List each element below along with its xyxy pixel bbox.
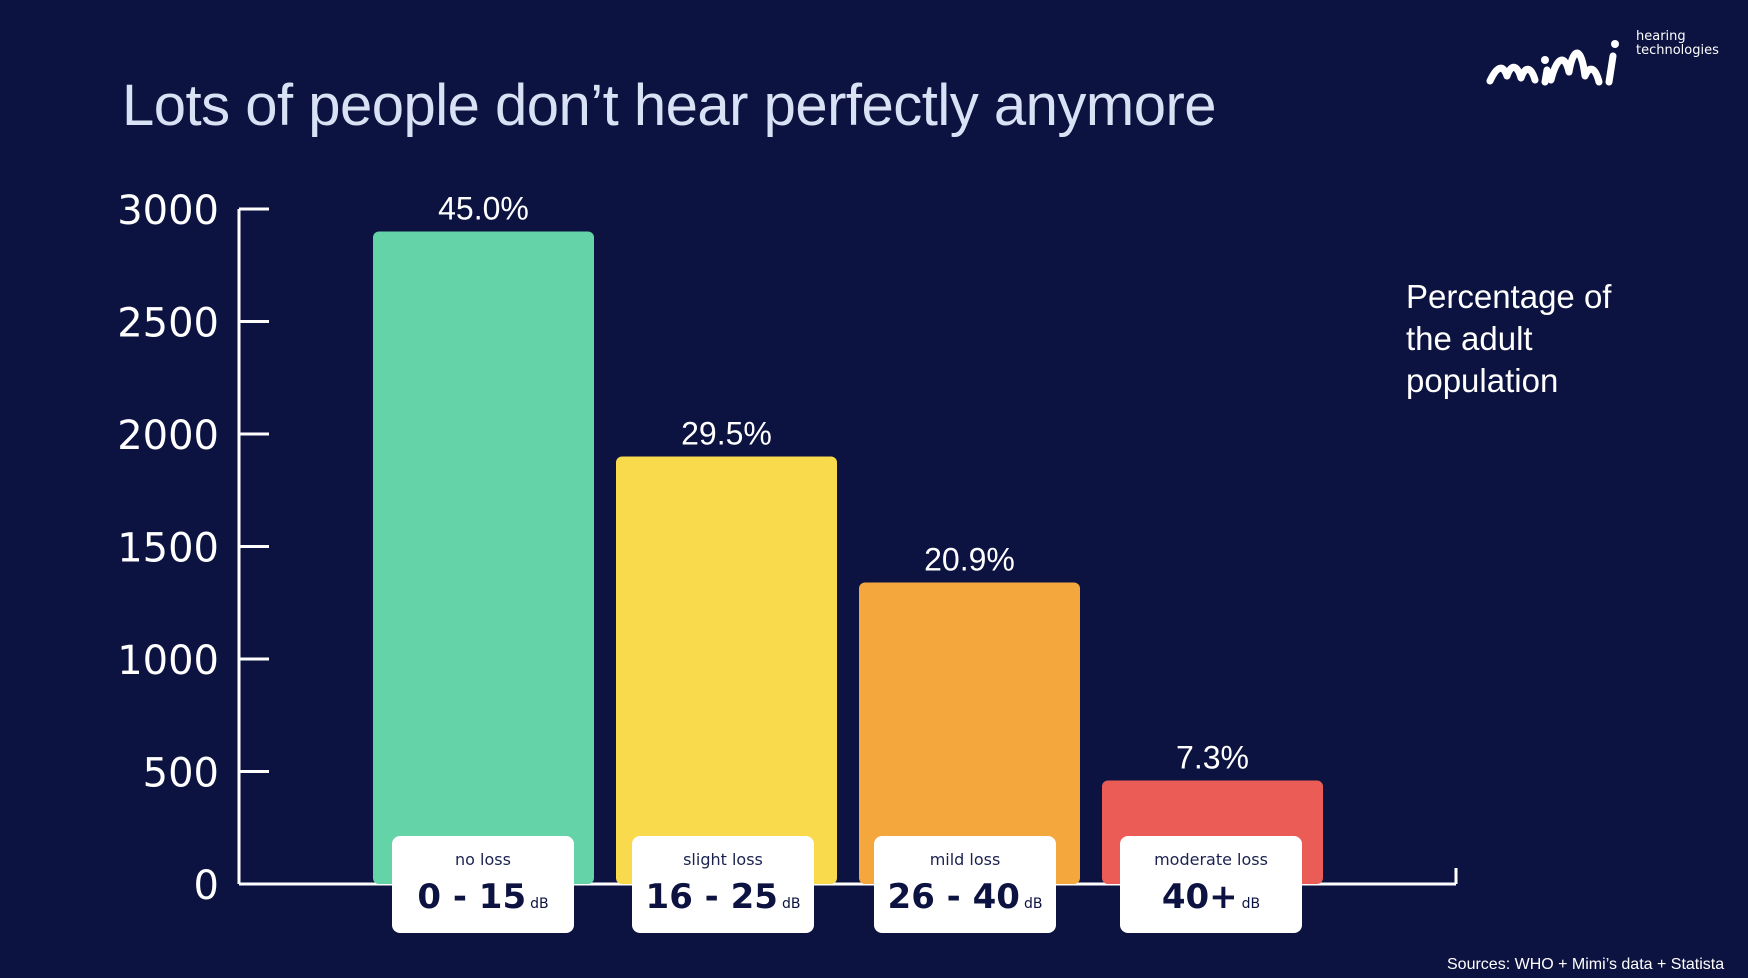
y-tick-label: 2500 [117, 301, 219, 347]
bar [616, 456, 837, 884]
category-range: 16 - 25 dB [645, 877, 801, 917]
page-title: Lots of people don’t hear perfectly anym… [122, 73, 1217, 138]
logo-subtitle-line-1: hearing [1636, 29, 1686, 44]
category-unit: dB [1241, 896, 1261, 912]
category-label-box: moderate loss 40+ dB [1120, 836, 1302, 933]
category-range: 40+ dB [1161, 877, 1261, 917]
sources-note: Sources: WHO + Mimi’s data + Statista [1447, 956, 1725, 973]
logo-subtitle-line-2: technologies [1636, 43, 1719, 58]
y-tick-label: 1500 [117, 526, 219, 572]
category-label-box: no loss 0 - 15 dB [392, 836, 574, 933]
y-tick-label: 0 [194, 863, 219, 909]
data-label: 20.9% [924, 542, 1015, 578]
y-tick-label: 500 [143, 751, 219, 797]
category-unit: dB [1023, 896, 1043, 912]
y-tick-label: 3000 [117, 188, 219, 234]
category-name: mild loss [929, 850, 1001, 869]
mimi-logo [1486, 40, 1619, 86]
bar [373, 231, 594, 884]
category-label-box: mild loss 26 - 40 dB [874, 836, 1056, 933]
bar [859, 582, 1080, 884]
category-unit: dB [781, 896, 801, 912]
logo-subtitle: hearing technologies [1636, 30, 1719, 58]
category-range: 0 - 15 dB [417, 877, 549, 917]
category-name: slight loss [683, 850, 763, 869]
category-name: no loss [455, 850, 511, 869]
category-unit: dB [530, 896, 549, 912]
side-note: Percentage of the adult population [1406, 278, 1612, 399]
data-label: 29.5% [681, 416, 772, 452]
category-label-box: slight loss 16 - 25 dB [632, 836, 814, 933]
y-tick-label: 2000 [117, 413, 219, 459]
category-name: moderate loss [1154, 850, 1268, 869]
data-label: 45.0% [438, 191, 529, 227]
y-tick-label: 1000 [117, 638, 219, 684]
category-range: 26 - 40 dB [887, 877, 1043, 917]
data-label: 7.3% [1176, 740, 1249, 776]
